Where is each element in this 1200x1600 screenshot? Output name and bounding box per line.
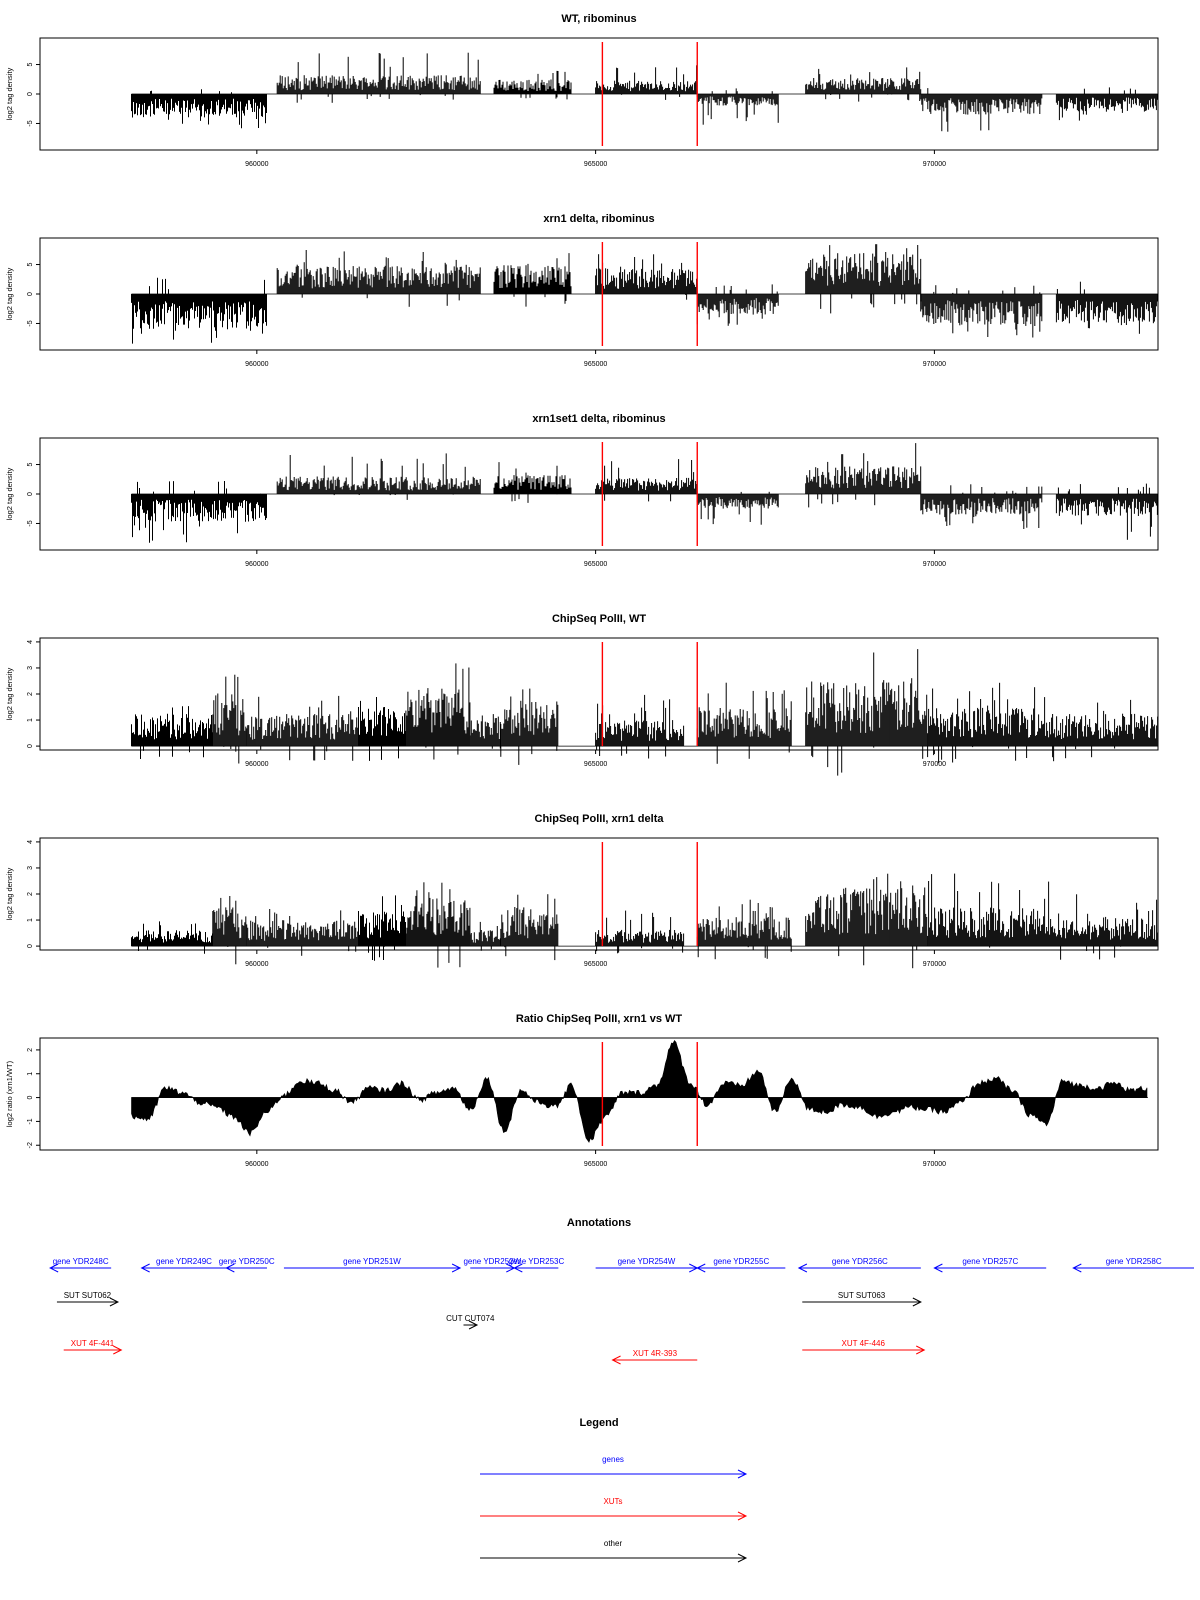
panel-title: WT, ribominus xyxy=(561,13,636,25)
x-tick-label: 960000 xyxy=(245,361,268,368)
x-tick-label: 965000 xyxy=(584,161,607,168)
y-tick-label: 2 xyxy=(27,892,34,896)
y-axis-label: log2 tag density xyxy=(5,467,14,520)
panel-title: xrn1set1 delta, ribominus xyxy=(532,413,665,425)
y-tick-label: 0 xyxy=(27,92,34,96)
y-tick-label: 5 xyxy=(27,462,34,466)
y-tick-label: 0 xyxy=(27,292,34,296)
x-tick-label: 970000 xyxy=(923,561,946,568)
x-tick-label: 970000 xyxy=(923,761,946,768)
density-bars xyxy=(131,649,1159,776)
y-tick-label: 1 xyxy=(27,718,34,722)
y-tick-label: 1 xyxy=(27,918,34,922)
y-tick-label: -5 xyxy=(27,120,34,126)
y-axis-label: log2 tag density xyxy=(5,267,14,320)
y-axis-label: log2 tag density xyxy=(5,667,14,720)
x-tick-label: 970000 xyxy=(923,961,946,968)
x-tick-label: 960000 xyxy=(245,161,268,168)
panel-title: ChipSeq PolII, WT xyxy=(552,613,646,625)
y-tick-label: 0 xyxy=(27,744,34,748)
y-tick-label: 4 xyxy=(27,640,34,644)
track-panel-4: ChipSeq PolII, WT log2 tag density 0 1 2 3 4 96… xyxy=(5,613,1159,776)
y-tick-label: 4 xyxy=(27,840,34,844)
density-bars xyxy=(131,52,1158,132)
track-panels: WT, ribominus log2 tag density -5 0 5 960000 9… xyxy=(5,13,1159,1168)
x-tick-label: 965000 xyxy=(584,761,607,768)
density-bars xyxy=(131,244,1158,344)
density-bars xyxy=(131,443,1158,543)
y-axis-label: log2 tag density xyxy=(5,867,14,920)
y-tick-label: 3 xyxy=(27,666,34,670)
y-tick-label: 2 xyxy=(27,692,34,696)
y-tick-label: 5 xyxy=(27,262,34,266)
y-tick-label: 5 xyxy=(27,62,34,66)
x-tick-label: 965000 xyxy=(584,361,607,368)
x-tick-label: 965000 xyxy=(584,561,607,568)
track-panel-5: ChipSeq PolII, xrn1 delta log2 tag densit… xyxy=(5,813,1159,969)
panel-title: ChipSeq PolII, xrn1 delta xyxy=(535,813,665,825)
y-axis-label: log2 tag density xyxy=(5,67,14,120)
y-tick-label: -5 xyxy=(27,320,34,326)
y-tick-label: 0 xyxy=(27,492,34,496)
x-tick-label: 960000 xyxy=(245,961,268,968)
y-tick-label: 3 xyxy=(27,866,34,870)
x-tick-label: 960000 xyxy=(245,761,268,768)
y-tick-label: -5 xyxy=(27,520,34,526)
track-panel-1: WT, ribominus log2 tag density -5 0 5 960000 9… xyxy=(5,13,1159,168)
panel-title: xrn1 delta, ribominus xyxy=(543,213,654,225)
x-tick-label: 970000 xyxy=(923,161,946,168)
y-tick-label: 0 xyxy=(27,944,34,948)
x-tick-label: 970000 xyxy=(923,361,946,368)
x-tick-label: 965000 xyxy=(584,961,607,968)
x-tick-label: 960000 xyxy=(245,561,268,568)
density-bars xyxy=(131,873,1159,969)
track-panel-3: xrn1set1 delta, ribominus log2 tag densit… xyxy=(5,413,1159,568)
track-panel-2: xrn1 delta, ribominus log2 tag density -5 0… xyxy=(5,213,1159,368)
